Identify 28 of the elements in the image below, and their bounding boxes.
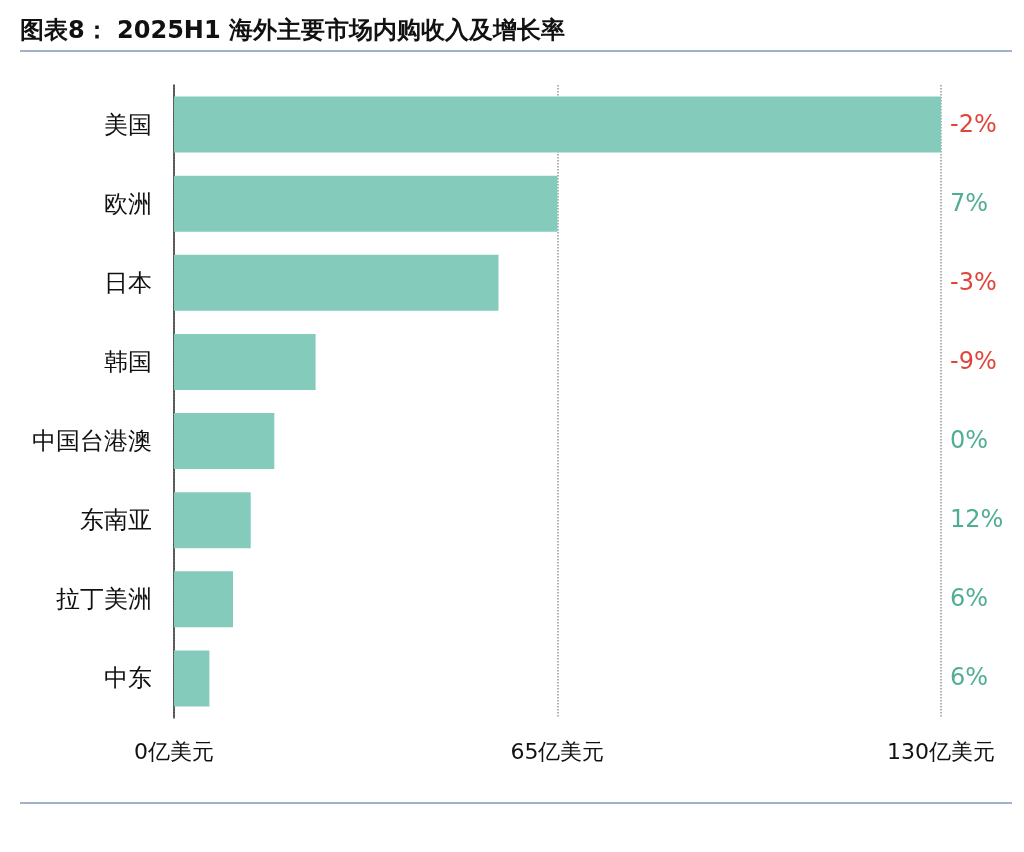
y-tick-label: 韩国: [104, 347, 152, 376]
y-tick-label: 中国台港澳: [32, 427, 152, 456]
y-tick-label: 欧洲: [104, 189, 152, 218]
bar: [174, 333, 316, 390]
y-tick-label: 美国: [104, 110, 152, 139]
x-tick-label: 65亿美元: [510, 738, 605, 764]
text: -9%: [950, 346, 997, 375]
text: 0%: [950, 426, 989, 455]
chart-title: 图表8： 2025H1 海外主要市场内购收入及增长率: [20, 15, 565, 46]
bar: [174, 492, 251, 549]
text: 7%: [950, 188, 989, 217]
x-tick-label: 0亿美元: [134, 738, 214, 764]
text: -3%: [950, 267, 997, 296]
text: 6%: [950, 584, 989, 613]
y-tick-label: 中东: [104, 664, 152, 693]
bar: [174, 175, 558, 232]
bar: [174, 571, 233, 628]
bar: [174, 413, 275, 470]
bar: [174, 650, 210, 707]
text: 6%: [950, 663, 989, 692]
x-tick-label: 130亿美元: [887, 738, 995, 764]
text: 12%: [950, 505, 1004, 534]
text: -2%: [950, 109, 997, 138]
bar: [174, 254, 499, 311]
y-tick-label: 日本: [104, 268, 152, 297]
y-tick-label: 拉丁美洲: [56, 585, 152, 614]
bar: [174, 96, 941, 153]
y-tick-label: 东南亚: [80, 506, 152, 535]
